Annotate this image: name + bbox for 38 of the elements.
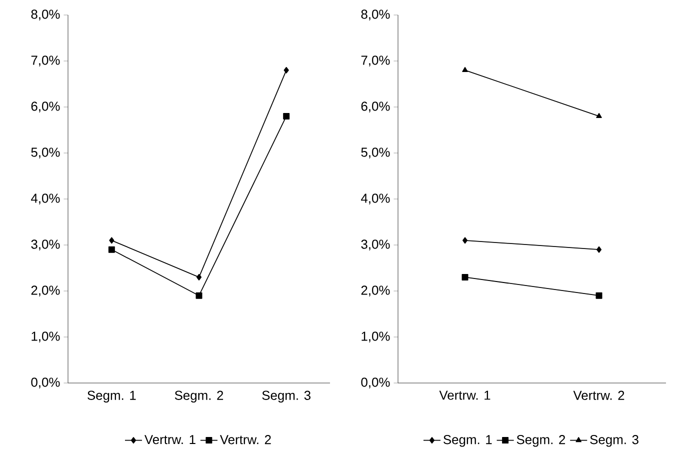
y-tick-label: 4,0% [31, 194, 60, 205]
point [596, 246, 602, 254]
y-tick-label: 2,0% [361, 286, 390, 297]
y-tick-label: 4,0% [361, 194, 390, 205]
y-tick-label: 3,0% [361, 240, 390, 251]
y-tick-label: 7,0% [361, 56, 390, 67]
point [596, 292, 602, 300]
y-tick-label: 3,0% [31, 240, 60, 251]
y-tick-label: 0,0% [31, 378, 60, 389]
point [196, 274, 202, 281]
point [109, 237, 114, 244]
x-tick-label: Segm. 3 [262, 390, 310, 403]
point [462, 237, 468, 244]
point [108, 246, 115, 254]
y-tick-label: 8,0% [361, 10, 390, 21]
y-tick-label: 1,0% [32, 332, 60, 343]
y-tick-label: 6,0% [31, 102, 60, 113]
point [462, 274, 468, 281]
y-tick-label: 6,0% [361, 102, 390, 113]
y-tick-label: 5,0% [361, 148, 390, 159]
y-tick-label: 7,0% [31, 56, 60, 67]
y-tick-label: 8,0% [31, 10, 60, 21]
y-tick-label: 0,0% [361, 378, 390, 389]
legend-label: Vertrw. 1 [144, 435, 196, 444]
y-tick-label: 1,0% [362, 332, 390, 343]
x-tick-label: Segm. 2 [174, 390, 224, 403]
point [196, 292, 202, 300]
point [283, 113, 290, 120]
legend-label: Vertrw. 2 [220, 435, 271, 444]
x-tick-label: Vertrw. 1 [439, 390, 490, 400]
y-tick-label: 2,0% [31, 286, 60, 297]
point [284, 67, 289, 74]
y-tick-label: 5,0% [31, 148, 60, 159]
legend-label: Segm. 2 [516, 435, 566, 447]
x-tick-label: Vertrw. 2 [573, 390, 624, 400]
x-tick-label: Segm. 1 [88, 390, 136, 403]
legend-label: Segm. 1 [444, 435, 492, 447]
legend-label: Segm. 3 [590, 435, 638, 447]
